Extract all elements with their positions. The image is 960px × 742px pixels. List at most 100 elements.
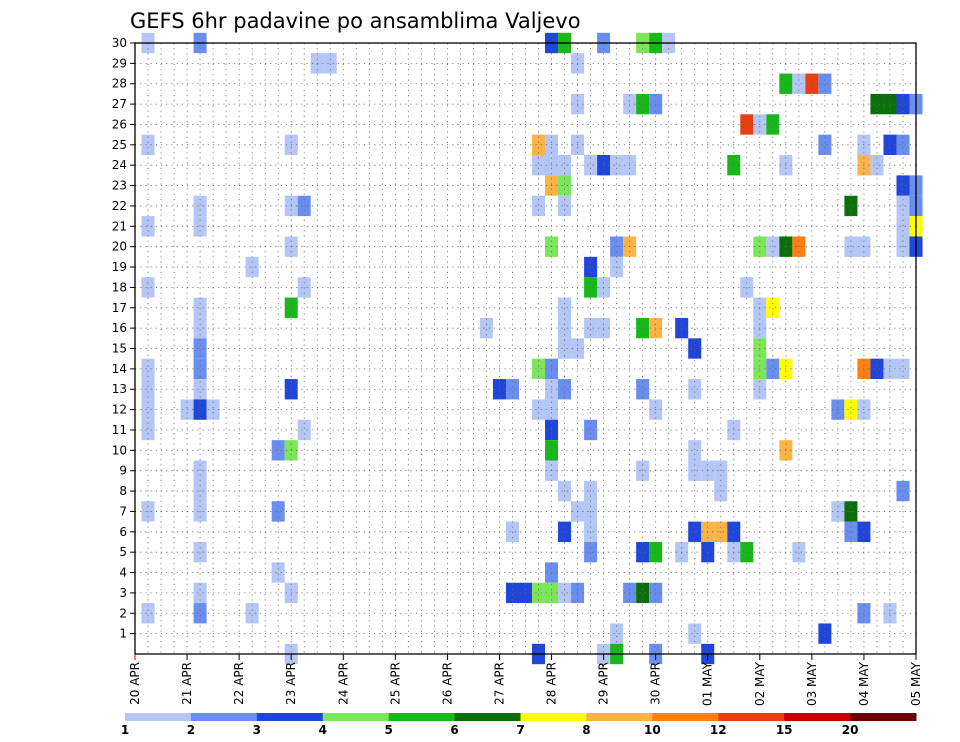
colorbar-swatch <box>520 713 587 721</box>
x-tick-label: 29 APR <box>597 662 611 705</box>
y-tick-label: 20 <box>112 240 127 254</box>
heatmap-cell <box>532 134 546 156</box>
colorbar-swatch <box>586 713 653 721</box>
heatmap-cell <box>636 582 650 604</box>
heatmap-cell <box>896 175 910 196</box>
heatmap-cell <box>584 317 598 339</box>
y-tick-label: 29 <box>112 56 127 70</box>
y-tick-label: 4 <box>119 566 127 580</box>
x-tick-label: 01 MAY <box>701 661 715 706</box>
heatmap-cell <box>532 195 546 217</box>
heatmap-cell <box>141 379 155 400</box>
heatmap-cell <box>141 134 155 156</box>
colorbar-swatch <box>652 713 719 721</box>
heatmap-cell <box>636 460 650 481</box>
x-tick-label: 20 APR <box>128 662 142 705</box>
heatmap-cell <box>896 134 910 156</box>
heatmap-cell <box>271 440 285 461</box>
heatmap-cell <box>636 379 650 400</box>
heatmap-cell <box>193 379 207 400</box>
colorbar-label: 6 <box>450 723 458 737</box>
colorbar-swatch <box>190 713 258 721</box>
heatmap-cell <box>193 603 207 624</box>
x-axis: 20 APR 21 APR 22 APR 23 APR 24 APR 25 APR 26 A… <box>128 654 923 706</box>
x-tick-label: 30 APR <box>649 662 663 705</box>
colorbar-label: 10 <box>644 723 661 737</box>
heatmap-cell <box>558 195 572 217</box>
heatmap-cell <box>818 134 832 156</box>
heatmap-cell <box>193 216 207 237</box>
colorbar-swatch <box>388 713 456 721</box>
heatmap-cell <box>584 419 598 441</box>
heatmap-cell <box>636 93 650 115</box>
x-tick-label: 24 APR <box>336 662 350 705</box>
y-tick-label: 8 <box>119 484 127 498</box>
heatmap-cell <box>714 460 728 481</box>
y-tick-label: 6 <box>119 525 127 539</box>
y-tick-label: 27 <box>112 97 127 111</box>
colorbar-label: 7 <box>516 723 524 737</box>
heatmap-cell <box>688 338 702 359</box>
heatmap-cell <box>193 541 207 563</box>
heatmap-cell <box>584 155 598 176</box>
heatmap-cell <box>505 379 519 400</box>
y-axis: 1234567891011121314151617181920212223242… <box>112 36 135 641</box>
y-tick-label: 26 <box>112 117 127 131</box>
heatmap-cell <box>505 582 519 604</box>
heatmap-cell <box>141 216 155 237</box>
heatmap-cell <box>193 317 207 339</box>
heatmap-cell <box>792 73 806 94</box>
y-tick-label: 22 <box>112 199 127 213</box>
heatmap-cell <box>141 419 155 441</box>
y-tick-label: 28 <box>112 77 127 91</box>
heatmap-cell <box>688 440 702 461</box>
heatmap-cell <box>141 399 155 420</box>
heatmap-cell <box>193 358 207 380</box>
heatmap-cell <box>818 73 832 94</box>
y-tick-label: 12 <box>112 403 127 417</box>
y-tick-label: 15 <box>112 342 127 356</box>
colorbar-label: 4 <box>319 723 327 737</box>
heatmap-cell <box>766 114 780 135</box>
x-tick-label: 22 APR <box>232 662 246 705</box>
y-tick-label: 16 <box>112 321 127 335</box>
y-tick-label: 18 <box>112 280 127 294</box>
colorbar-label: 15 <box>776 723 793 737</box>
y-tick-label: 24 <box>112 158 127 172</box>
heatmap-cell <box>688 379 702 400</box>
heatmap-cell <box>558 297 572 318</box>
x-tick-label: 21 APR <box>180 662 194 705</box>
heatmap-cells <box>141 32 923 665</box>
colorbar-label: 5 <box>384 723 392 737</box>
heatmap-cell <box>688 623 702 644</box>
heatmap-cell <box>193 338 207 359</box>
colorbar-swatch <box>322 713 390 721</box>
y-tick-label: 1 <box>119 627 127 641</box>
heatmap-cell <box>558 582 572 604</box>
heatmap-cell <box>766 297 780 318</box>
heatmap-cell <box>193 399 207 420</box>
heatmap-cell <box>636 541 650 563</box>
heatmap-cell <box>792 541 806 563</box>
heatmap-cell <box>896 195 910 217</box>
colorbar-swatch <box>850 713 917 721</box>
heatmap-cell <box>193 582 207 604</box>
heatmap-cell <box>740 114 754 135</box>
heatmap-cell <box>558 175 572 196</box>
heatmap-cell <box>636 317 650 339</box>
heatmap-cell <box>844 399 858 420</box>
heatmap-cell <box>870 155 884 176</box>
heatmap-cell <box>245 603 259 624</box>
heatmap-cell <box>610 155 624 176</box>
x-tick-label: 02 MAY <box>753 661 767 706</box>
colorbar-label: 8 <box>582 723 590 737</box>
y-tick-label: 17 <box>112 301 127 315</box>
y-tick-label: 2 <box>119 606 127 620</box>
heatmap-cell <box>297 419 311 441</box>
y-tick-label: 23 <box>112 179 127 193</box>
heatmap-cell <box>766 358 780 380</box>
heatmap-cell <box>532 358 546 380</box>
x-tick-label: 04 MAY <box>857 661 871 706</box>
y-tick-label: 19 <box>112 260 127 274</box>
colorbar-swatch <box>718 713 785 721</box>
